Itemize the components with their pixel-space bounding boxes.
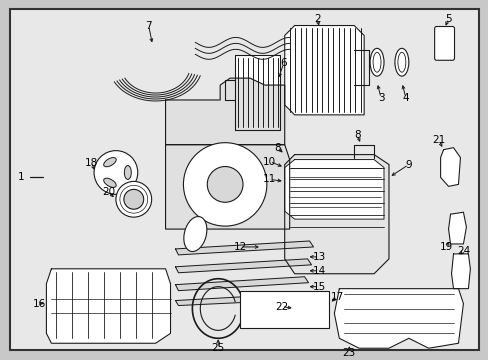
Text: 10: 10 [263,157,276,167]
Ellipse shape [103,158,116,167]
Polygon shape [447,212,466,244]
Text: 22: 22 [275,302,288,311]
Ellipse shape [394,48,408,76]
Text: 3: 3 [377,93,384,103]
Text: 21: 21 [431,135,445,145]
Text: 19: 19 [439,242,452,252]
FancyBboxPatch shape [240,291,329,328]
Polygon shape [235,55,279,130]
Ellipse shape [183,217,206,252]
Text: 9: 9 [405,159,411,170]
Polygon shape [284,26,364,115]
Polygon shape [46,269,170,343]
Polygon shape [165,145,289,229]
Text: 11: 11 [263,175,276,184]
Text: 5: 5 [445,14,451,23]
Polygon shape [284,154,388,274]
Text: 7: 7 [145,21,152,31]
Ellipse shape [397,52,405,72]
Text: 25: 25 [211,343,224,353]
Circle shape [123,189,143,209]
Polygon shape [175,259,311,273]
Text: 2: 2 [313,14,320,23]
Text: 6: 6 [280,58,286,68]
Ellipse shape [103,178,116,188]
Ellipse shape [124,166,131,179]
Circle shape [183,143,266,226]
Polygon shape [440,148,460,186]
Text: 18: 18 [84,158,98,167]
Text: 12: 12 [233,242,246,252]
Polygon shape [175,241,313,255]
Polygon shape [175,277,308,291]
Text: 8: 8 [353,130,360,140]
Text: 17: 17 [330,292,343,302]
Circle shape [207,167,243,202]
Text: 14: 14 [312,266,325,276]
Circle shape [94,150,138,194]
Text: 13: 13 [312,252,325,262]
Polygon shape [165,78,284,145]
Text: 8: 8 [274,143,281,153]
Polygon shape [450,254,469,289]
Text: 24: 24 [456,246,469,256]
Text: 4: 4 [402,93,408,103]
Polygon shape [175,294,303,306]
Text: 23: 23 [342,348,355,358]
Ellipse shape [369,48,383,76]
FancyBboxPatch shape [434,27,453,60]
Polygon shape [294,294,329,328]
Circle shape [116,181,151,217]
Polygon shape [334,289,463,348]
Text: 16: 16 [33,298,46,309]
Text: 20: 20 [102,187,115,197]
Text: 15: 15 [312,282,325,292]
Ellipse shape [372,52,380,72]
Polygon shape [284,159,383,219]
Text: 1: 1 [18,172,25,183]
